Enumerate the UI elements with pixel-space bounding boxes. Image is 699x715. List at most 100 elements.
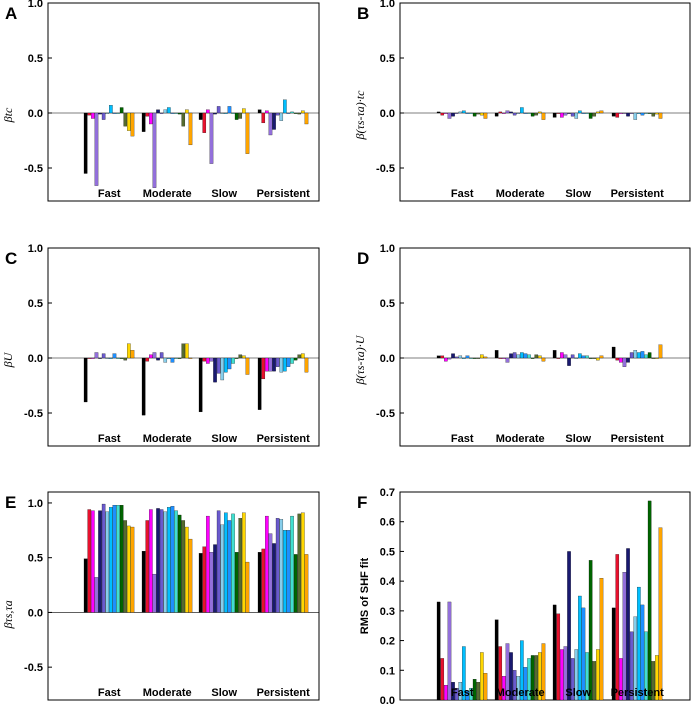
bar <box>152 573 157 613</box>
x-category-label: Persistent <box>611 433 665 445</box>
bar <box>505 110 510 114</box>
bar <box>527 354 531 359</box>
y-tick-label: 0.0 <box>380 695 395 707</box>
panel-label: C <box>5 249 17 268</box>
x-category-label: Moderate <box>143 188 192 200</box>
bar <box>512 670 517 701</box>
bar <box>163 511 168 613</box>
bar <box>570 112 575 117</box>
bar <box>304 357 309 373</box>
bar <box>629 631 634 701</box>
bar <box>87 357 92 359</box>
y-tick-label: 0.7 <box>380 487 395 499</box>
bar <box>462 110 466 114</box>
bar <box>198 553 203 613</box>
panel-b: 1.0 0.5 0.0 -0.5 Fast Moderate Slow Persistent B… <box>353 0 691 202</box>
bar <box>83 558 88 613</box>
bar <box>585 355 589 359</box>
bar <box>465 355 470 359</box>
bar <box>167 507 171 613</box>
plot-frame <box>47 491 320 701</box>
bar <box>202 357 207 362</box>
bar <box>523 667 528 701</box>
bar <box>170 357 175 363</box>
bar <box>185 526 189 613</box>
bar <box>611 346 616 359</box>
bar <box>436 111 441 114</box>
bar <box>213 357 217 383</box>
bar <box>188 357 193 359</box>
bar <box>91 357 95 359</box>
bar <box>245 112 250 154</box>
bar <box>101 112 106 120</box>
bar <box>101 353 106 359</box>
bar <box>272 543 276 613</box>
bar <box>651 112 656 117</box>
bar <box>265 515 269 613</box>
bar <box>534 354 539 359</box>
bar <box>94 352 99 359</box>
y-tick-label: 0.0 <box>380 353 395 365</box>
bar <box>578 353 582 359</box>
bar <box>109 357 113 359</box>
bar <box>224 357 228 373</box>
panel-label: B <box>357 4 369 23</box>
x-category-label: Persistent <box>611 687 665 699</box>
bar <box>633 616 638 701</box>
bar <box>629 352 634 359</box>
bar <box>177 357 182 359</box>
bar <box>447 601 452 701</box>
bar <box>626 112 630 117</box>
bar <box>440 112 445 116</box>
bar <box>116 505 120 613</box>
bar <box>213 112 217 115</box>
bar <box>626 548 630 701</box>
bar <box>655 112 659 115</box>
bar <box>257 109 262 114</box>
y-axis-label: β(τs-τa)·U <box>353 334 367 385</box>
bar <box>145 520 150 613</box>
x-category-label: Moderate <box>143 687 192 699</box>
bar <box>105 112 110 114</box>
bar <box>494 619 499 701</box>
bar <box>447 112 452 119</box>
panel-c: 1.0 0.5 0.0 -0.5 Fast Moderate Slow Persistent C… <box>1 243 320 447</box>
bar <box>198 357 203 413</box>
bar <box>440 355 445 359</box>
bar <box>596 649 600 701</box>
x-category-label: Fast <box>98 433 121 445</box>
bar <box>592 661 597 701</box>
bar <box>94 577 99 613</box>
bar <box>444 357 448 362</box>
bar <box>469 357 473 359</box>
bar <box>293 112 298 114</box>
bar <box>436 601 441 701</box>
x-category-label: Fast <box>451 188 474 200</box>
bar <box>181 343 186 359</box>
bar <box>483 112 488 119</box>
bar <box>297 354 302 359</box>
bar <box>469 687 473 701</box>
bar <box>530 357 535 359</box>
y-tick-label: 1.0 <box>28 498 43 510</box>
bar <box>87 509 92 613</box>
x-category-label: Moderate <box>496 433 545 445</box>
bar <box>552 350 557 359</box>
panel-label: A <box>5 4 17 23</box>
x-category-label: Slow <box>211 188 237 200</box>
bar <box>141 550 146 613</box>
y-tick-label: 0.0 <box>28 607 43 619</box>
bar <box>626 357 630 363</box>
bar <box>152 352 157 359</box>
bar <box>644 112 648 114</box>
bar <box>123 112 128 127</box>
panel-label: E <box>5 493 16 512</box>
bar <box>231 513 235 613</box>
bar <box>523 353 528 359</box>
bar <box>629 112 634 114</box>
bar <box>622 357 627 367</box>
y-tick-label: 0.5 <box>28 553 43 565</box>
bar <box>174 112 178 114</box>
bar <box>541 643 546 701</box>
bar <box>483 673 488 701</box>
